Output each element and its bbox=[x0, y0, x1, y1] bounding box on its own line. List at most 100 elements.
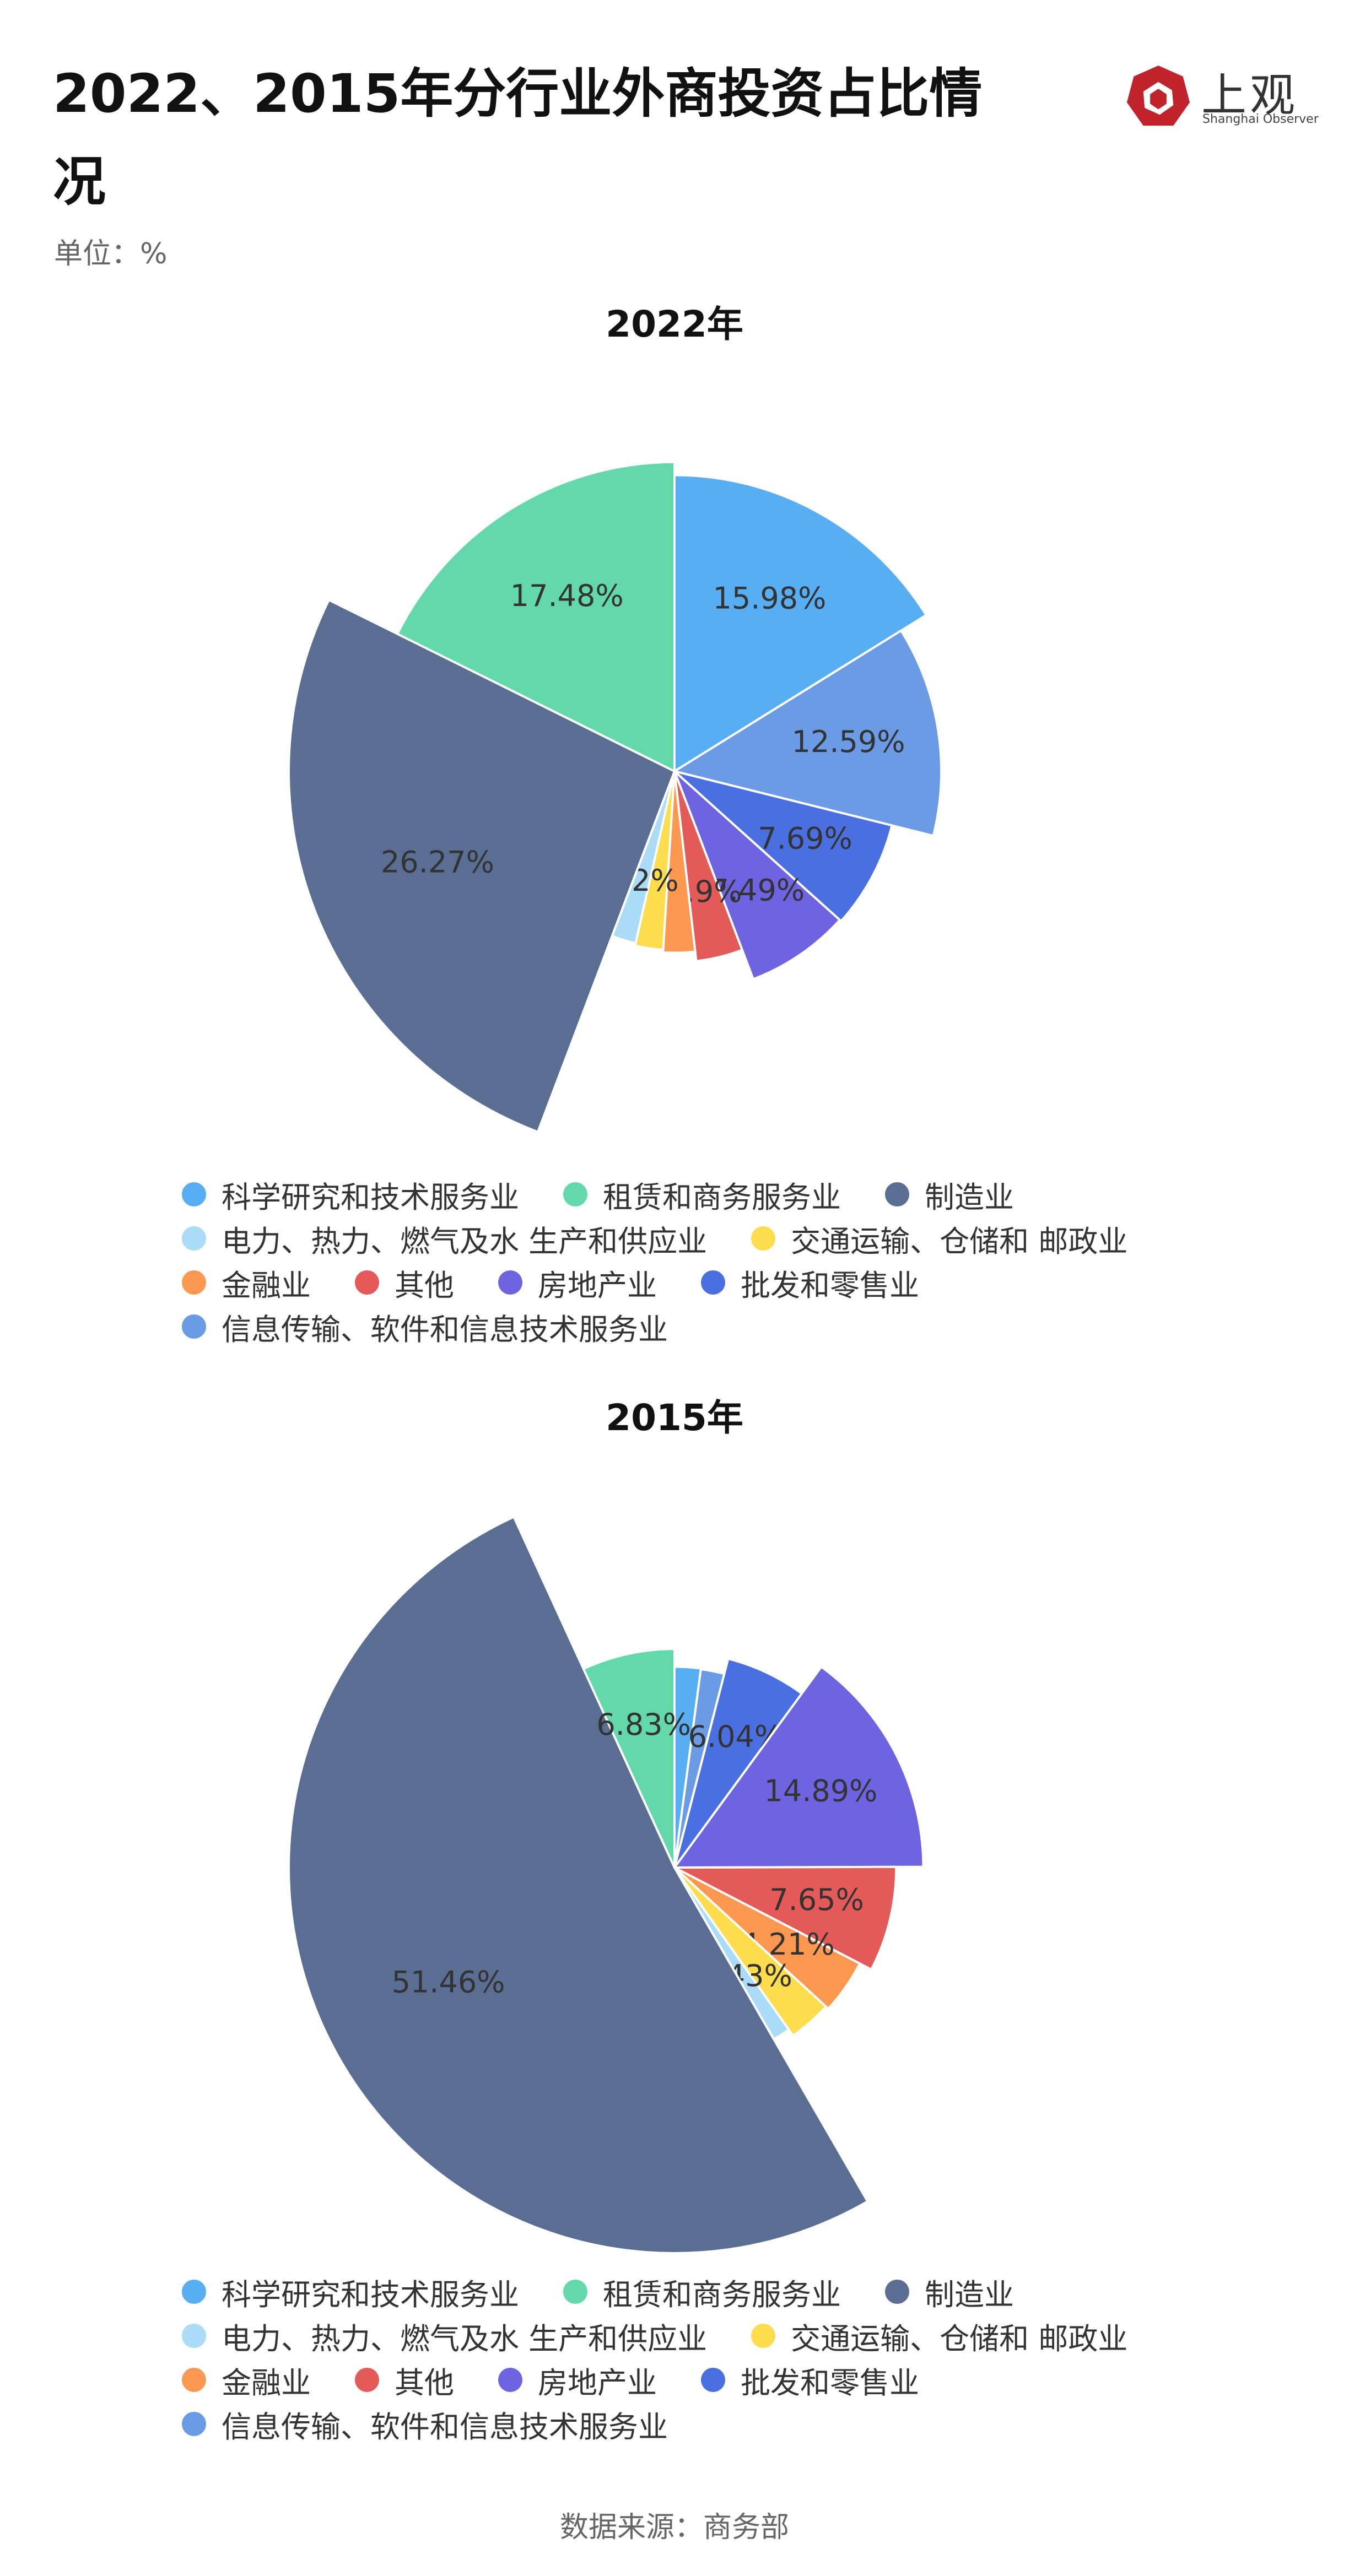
legend-row: 金融业 其他 房地产业 批发和零售业 bbox=[182, 1260, 1229, 1305]
legend-row: 科学研究和技术服务业 租赁和商务服务业 制造业 bbox=[182, 1172, 1229, 1216]
legend-item[interactable]: 交通运输、仓储和 邮政业 bbox=[751, 2314, 1127, 2358]
legend-marker-icon bbox=[885, 2280, 909, 2304]
legend-label: 交通运输、仓储和 邮政业 bbox=[791, 2321, 1128, 2356]
data-source: 数据来源：商务部 bbox=[559, 2511, 789, 2544]
legend-item[interactable]: 房地产业 bbox=[498, 2358, 657, 2402]
logo-text: 上观 bbox=[1201, 69, 1299, 122]
shanghai-observer-logo: 上观 Shanghai Observer bbox=[1124, 62, 1319, 133]
pie-slice-3 bbox=[673, 770, 841, 981]
legend-item[interactable]: 科学研究和技术服务业 bbox=[182, 1173, 519, 1216]
legend-marker-icon bbox=[355, 2368, 379, 2392]
legend-marker-icon bbox=[355, 1270, 379, 1295]
legend-label: 批发和零售业 bbox=[741, 1268, 919, 1303]
legend-row: 信息传输、软件和信息技术服务业 bbox=[182, 2402, 1229, 2446]
pie-slice-5 bbox=[662, 770, 697, 954]
legend-label: 批发和零售业 bbox=[741, 2365, 919, 2400]
data-label-2: 7.69% bbox=[758, 821, 852, 856]
pie-slice-4 bbox=[673, 1865, 898, 1971]
pie-slice-2 bbox=[673, 1657, 803, 1869]
data-label-3: 14.89% bbox=[764, 1773, 878, 1808]
legend-label: 租赁和商务服务业 bbox=[603, 1179, 841, 1215]
legend-marker-icon bbox=[751, 2324, 776, 2348]
legend-item[interactable]: 房地产业 bbox=[498, 1261, 657, 1305]
legend-row: 金融业 其他 房地产业 批发和零售业 bbox=[182, 2358, 1229, 2402]
legend-label: 科学研究和技术服务业 bbox=[222, 1179, 519, 1215]
pie-chart-2022: 15.98%12.59%7.69%7.49%3.9%2.2%26.27%17.4… bbox=[288, 461, 943, 1133]
legend-label: 其他 bbox=[395, 2365, 454, 2400]
legend-label: 租赁和商务服务业 bbox=[603, 2277, 841, 2312]
legend-item[interactable]: 信息传输、软件和信息技术服务业 bbox=[182, 1305, 668, 1349]
legend-item[interactable]: 制造业 bbox=[885, 1173, 1014, 1216]
legend-row: 科学研究和技术服务业 租赁和商务服务业 制造业 bbox=[182, 2270, 1229, 2314]
legend-marker-icon bbox=[182, 2280, 206, 2304]
legend-row: 电力、热力、燃气及水 生产和供应业 交通运输、仓储和 邮政业 bbox=[182, 1216, 1229, 1260]
chart-title-2015: 2015年 bbox=[606, 1397, 743, 1439]
legend-row: 信息传输、软件和信息技术服务业 bbox=[182, 1305, 1229, 1349]
pie-slice-6 bbox=[673, 1866, 828, 2037]
pie-slice-0 bbox=[673, 474, 927, 772]
data-label-9: 6.83% bbox=[596, 1707, 691, 1742]
legend-marker-icon bbox=[182, 2324, 206, 2348]
legend-marker-icon bbox=[701, 2368, 725, 2392]
pie-slice-8 bbox=[288, 599, 676, 1133]
logo-subtext: Shanghai Observer bbox=[1202, 112, 1319, 126]
legend-label: 其他 bbox=[395, 1268, 454, 1303]
pie-slice-9 bbox=[582, 1648, 676, 1869]
data-label-1: 12.59% bbox=[792, 724, 905, 759]
legend-label: 房地产业 bbox=[538, 1268, 657, 1303]
legend-item[interactable]: 金融业 bbox=[182, 2358, 311, 2402]
data-label-8: 51.46% bbox=[392, 1965, 505, 2000]
data-label-9: 17.48% bbox=[510, 578, 624, 613]
unit-label: 单位：% bbox=[54, 237, 168, 270]
legend-marker-icon bbox=[182, 1270, 206, 1295]
page-title: 2022、2015年分行业外商投资占比情况 bbox=[53, 63, 983, 213]
logo-mark-icon bbox=[1126, 65, 1190, 126]
legend-item[interactable]: 交通运输、仓储和 邮政业 bbox=[751, 1217, 1127, 1260]
legend-label: 金融业 bbox=[222, 1268, 311, 1303]
legend-label: 金融业 bbox=[222, 2365, 311, 2400]
legend-item[interactable]: 批发和零售业 bbox=[701, 2358, 919, 2402]
pie-slice-3 bbox=[673, 1665, 925, 1869]
legend-item[interactable]: 科学研究和技术服务业 bbox=[182, 2270, 519, 2314]
legend-2015: 科学研究和技术服务业 租赁和商务服务业 制造业电力、热力、燃气及水 生产和供应业 交通… bbox=[182, 2270, 1229, 2446]
legend-item[interactable]: 金融业 bbox=[182, 1261, 311, 1305]
legend-2022: 科学研究和技术服务业 租赁和商务服务业 制造业电力、热力、燃气及水 生产和供应业 交通… bbox=[182, 1172, 1229, 1349]
pie-chart-2015: 6.04%14.89%7.65%4.21%1.43%51.46%6.83% bbox=[288, 1516, 925, 2254]
legend-marker-icon bbox=[701, 1270, 725, 1295]
pie-slice-5 bbox=[673, 1866, 861, 2010]
legend-item[interactable]: 电力、热力、燃气及水 生产和供应业 bbox=[182, 2314, 707, 2358]
legend-marker-icon bbox=[563, 2280, 587, 2304]
pie-slice-9 bbox=[396, 461, 676, 772]
legend-marker-icon bbox=[498, 1270, 522, 1295]
legend-marker-icon bbox=[182, 2368, 206, 2392]
legend-marker-icon bbox=[885, 1182, 909, 1206]
data-label-0: 15.98% bbox=[713, 581, 827, 616]
legend-item[interactable]: 批发和零售业 bbox=[701, 1261, 919, 1305]
legend-label: 信息传输、软件和信息技术服务业 bbox=[222, 1312, 668, 1347]
legend-marker-icon bbox=[182, 1314, 206, 1339]
legend-item[interactable]: 租赁和商务服务业 bbox=[563, 2270, 841, 2314]
legend-label: 信息传输、软件和信息技术服务业 bbox=[222, 2409, 668, 2444]
data-label-3: 7.49% bbox=[710, 873, 805, 907]
legend-label: 交通运输、仓储和 邮政业 bbox=[791, 1224, 1128, 1259]
data-label-4: 7.65% bbox=[769, 1882, 864, 1917]
legend-row: 电力、热力、燃气及水 生产和供应业 交通运输、仓储和 邮政业 bbox=[182, 2314, 1229, 2358]
legend-marker-icon bbox=[182, 1226, 206, 1251]
legend-item[interactable]: 制造业 bbox=[885, 2270, 1014, 2314]
legend-marker-icon bbox=[498, 2368, 522, 2392]
legend-marker-icon bbox=[563, 1182, 587, 1206]
legend-marker-icon bbox=[182, 1182, 206, 1206]
legend-item[interactable]: 租赁和商务服务业 bbox=[563, 1173, 841, 1216]
legend-label: 制造业 bbox=[925, 1179, 1014, 1215]
legend-item[interactable]: 其他 bbox=[355, 2358, 454, 2402]
legend-label: 科学研究和技术服务业 bbox=[222, 2277, 519, 2312]
pie-slice-1 bbox=[673, 629, 943, 837]
pie-slice-2 bbox=[673, 770, 893, 923]
legend-item[interactable]: 电力、热力、燃气及水 生产和供应业 bbox=[182, 1217, 707, 1260]
legend-label: 房地产业 bbox=[538, 2365, 657, 2400]
data-label-8: 26.27% bbox=[381, 845, 494, 880]
legend-label: 电力、热力、燃气及水 生产和供应业 bbox=[222, 2321, 708, 2356]
legend-item[interactable]: 其他 bbox=[355, 1261, 454, 1305]
legend-item[interactable]: 信息传输、软件和信息技术服务业 bbox=[182, 2402, 668, 2446]
pie-slice-8 bbox=[288, 1516, 869, 2254]
